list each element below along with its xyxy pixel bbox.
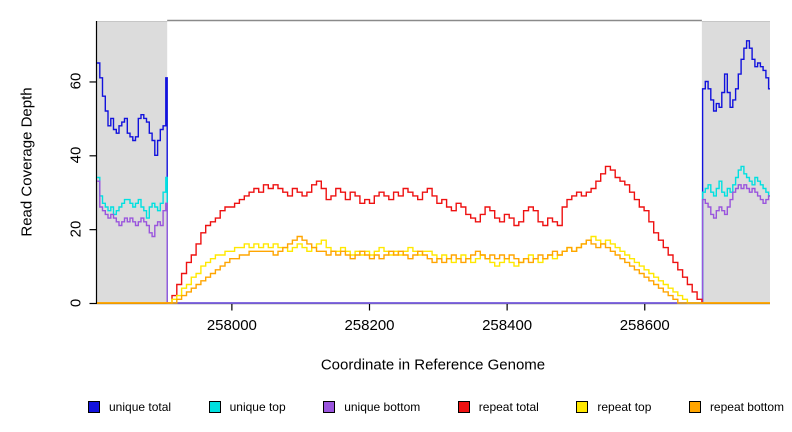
x-tick-label: 258000 (206, 317, 257, 334)
unique-bottom-swatch-icon (323, 401, 336, 413)
series-path-repeat-bottom (97, 235, 770, 304)
legend-item-unique-bottom: unique bottom (323, 400, 420, 414)
shaded-region-1 (701, 21, 770, 303)
series-path-repeat-total (97, 165, 770, 304)
unique-total-swatch-icon (88, 401, 100, 413)
legend-label: unique top (229, 400, 286, 414)
legend-item-unique-total: unique total (88, 400, 171, 414)
repeat-bottom-swatch-icon (688, 401, 701, 413)
x-tick-label: 258600 (619, 317, 670, 334)
legend: unique total unique top unique bottom re… (88, 398, 784, 416)
y-tick-label: 0 (67, 298, 85, 308)
repeat-top-swatch-icon (576, 401, 589, 413)
x-tick-label: 258200 (344, 317, 395, 334)
legend-label: repeat top (597, 400, 652, 414)
legend-item-repeat-top: repeat top (576, 400, 651, 414)
series-path-repeat-top (97, 235, 770, 304)
legend-item-repeat-bottom: repeat bottom (688, 400, 784, 414)
repeat-total-swatch-icon (457, 401, 470, 413)
shaded-region-0 (97, 21, 168, 303)
x-tick-label: 258400 (482, 317, 533, 334)
y-tick-label: 20 (67, 220, 85, 238)
legend-label: repeat bottom (709, 400, 784, 414)
legend-item-unique-top: unique top (208, 400, 286, 414)
legend-item-repeat-total: repeat total (457, 400, 539, 414)
unique-top-swatch-icon (208, 401, 221, 413)
y-tick-label: 40 (67, 146, 85, 164)
x-axis-title: Coordinate in Reference Genome (320, 356, 546, 374)
series-path-unique-total (97, 40, 770, 304)
legend-label: unique total (109, 400, 172, 414)
y-axis-title: Read Coverage Depth (18, 87, 36, 237)
legend-label: repeat total (478, 400, 539, 414)
series-path-unique-top (97, 165, 770, 304)
y-tick-label: 60 (67, 73, 85, 90)
legend-label: unique bottom (344, 400, 421, 414)
